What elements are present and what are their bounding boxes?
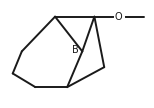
Text: O: O — [115, 12, 122, 22]
Text: B: B — [72, 45, 79, 55]
